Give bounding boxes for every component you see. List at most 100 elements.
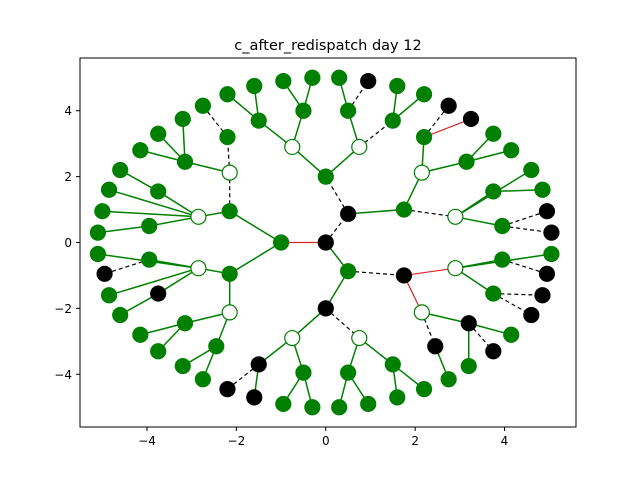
node-B1b: [351, 138, 368, 156]
node-UL2: [150, 125, 167, 142]
node-R2: [534, 181, 551, 198]
node-UL6: [219, 128, 236, 146]
node-B1: [317, 168, 334, 185]
node-L12: [112, 306, 129, 324]
edge-A2a-L10: [108, 267, 199, 296]
node-UR6: [415, 86, 433, 103]
edge-R11-R10: [493, 292, 543, 296]
node-A1a: [190, 208, 207, 225]
node-A1b: [221, 164, 238, 181]
node-UL3: [174, 110, 191, 128]
node-L11: [150, 285, 167, 302]
node-UR11: [458, 153, 475, 170]
edge-UR8-UR9: [423, 118, 472, 138]
axes-layer: −4 −2 0 2 4 −4 −2 0 2 4: [54, 57, 577, 448]
node-R7: [543, 245, 560, 263]
node-LR1: [503, 326, 520, 343]
node-LR3: [460, 357, 477, 375]
node-LL4: [246, 389, 263, 406]
edge-A-A2: [229, 241, 282, 275]
node-LL2: [275, 395, 292, 413]
node-R9: [494, 251, 511, 268]
x-tick-label: 0: [322, 434, 330, 448]
node-LL8: [208, 338, 225, 355]
node-LL3: [295, 364, 312, 381]
node-UL5: [194, 97, 211, 114]
nodes-layer: [89, 69, 560, 416]
node-B1a: [284, 138, 301, 156]
edge-A2a-L9: [149, 258, 199, 269]
y-tick-label: 4: [64, 104, 72, 118]
node-L6: [141, 217, 158, 235]
node-UL12: [304, 69, 321, 86]
node-L5: [89, 224, 106, 241]
node-LL1: [304, 399, 321, 416]
y-tick-label: −4: [54, 368, 72, 382]
edge-R6-R5: [502, 225, 552, 234]
node-LR2: [485, 343, 502, 360]
node-L10: [100, 287, 118, 304]
node-R8: [538, 265, 556, 282]
node-UR9: [462, 110, 480, 128]
node-LL11: [176, 315, 194, 332]
node-A1: [221, 203, 238, 220]
edge-C1-C1a: [403, 267, 456, 277]
node-C1a: [447, 260, 464, 277]
edge-B2-B2b: [403, 208, 456, 218]
y-tick-label: 0: [64, 236, 72, 250]
node-L9: [141, 251, 158, 268]
node-LL5: [250, 356, 267, 373]
node-R4: [538, 203, 556, 220]
node-R11: [485, 285, 502, 302]
node-LR8: [389, 389, 406, 406]
node-UL4: [176, 153, 194, 170]
edge-B-B2: [348, 208, 405, 215]
x-tick-label: 4: [501, 434, 509, 448]
edge-A1a-L6: [149, 216, 199, 227]
node-C2a: [284, 329, 301, 347]
node-LL10: [150, 343, 167, 360]
y-tick-label: −2: [54, 302, 72, 316]
node-c0: [317, 234, 334, 251]
node-R5: [543, 224, 560, 241]
node-L7: [89, 245, 106, 263]
node-LR11: [340, 364, 357, 381]
node-LR5: [440, 371, 457, 388]
node-LR7: [415, 381, 433, 398]
node-R10: [534, 287, 551, 304]
node-UL1: [132, 142, 149, 159]
edge-A1a-L2: [108, 189, 199, 218]
node-LR10: [360, 395, 377, 413]
node-R12: [523, 306, 540, 324]
node-LR6: [427, 338, 444, 355]
node-LL6: [219, 381, 236, 398]
node-A2a: [190, 260, 207, 277]
node-LL12: [132, 326, 149, 343]
node-L1: [112, 161, 129, 179]
node-UR2: [360, 72, 377, 90]
node-C1b: [413, 304, 430, 321]
node-R1: [523, 161, 540, 179]
node-A2: [221, 265, 238, 282]
node-R3: [485, 183, 502, 200]
x-tick-label: 2: [411, 434, 419, 448]
node-UR10: [485, 125, 502, 142]
node-LL7: [194, 371, 211, 388]
node-C1: [395, 267, 413, 284]
node-UR1: [331, 69, 348, 86]
node-B2: [395, 201, 413, 218]
node-UL7: [219, 86, 236, 103]
node-R6: [494, 217, 511, 235]
node-LR4: [460, 315, 477, 332]
node-UR4: [389, 77, 406, 95]
edge-L6-L5: [97, 225, 150, 234]
edge-A-A1: [229, 210, 282, 244]
node-B: [340, 205, 357, 222]
node-UL10: [275, 72, 292, 90]
node-UR5: [384, 112, 401, 129]
node-A2b: [221, 304, 238, 321]
chart-title: c_after_redispatch day 12: [234, 38, 421, 54]
node-UL11: [295, 102, 312, 119]
node-UL9: [250, 112, 267, 129]
node-UR3: [340, 102, 357, 119]
